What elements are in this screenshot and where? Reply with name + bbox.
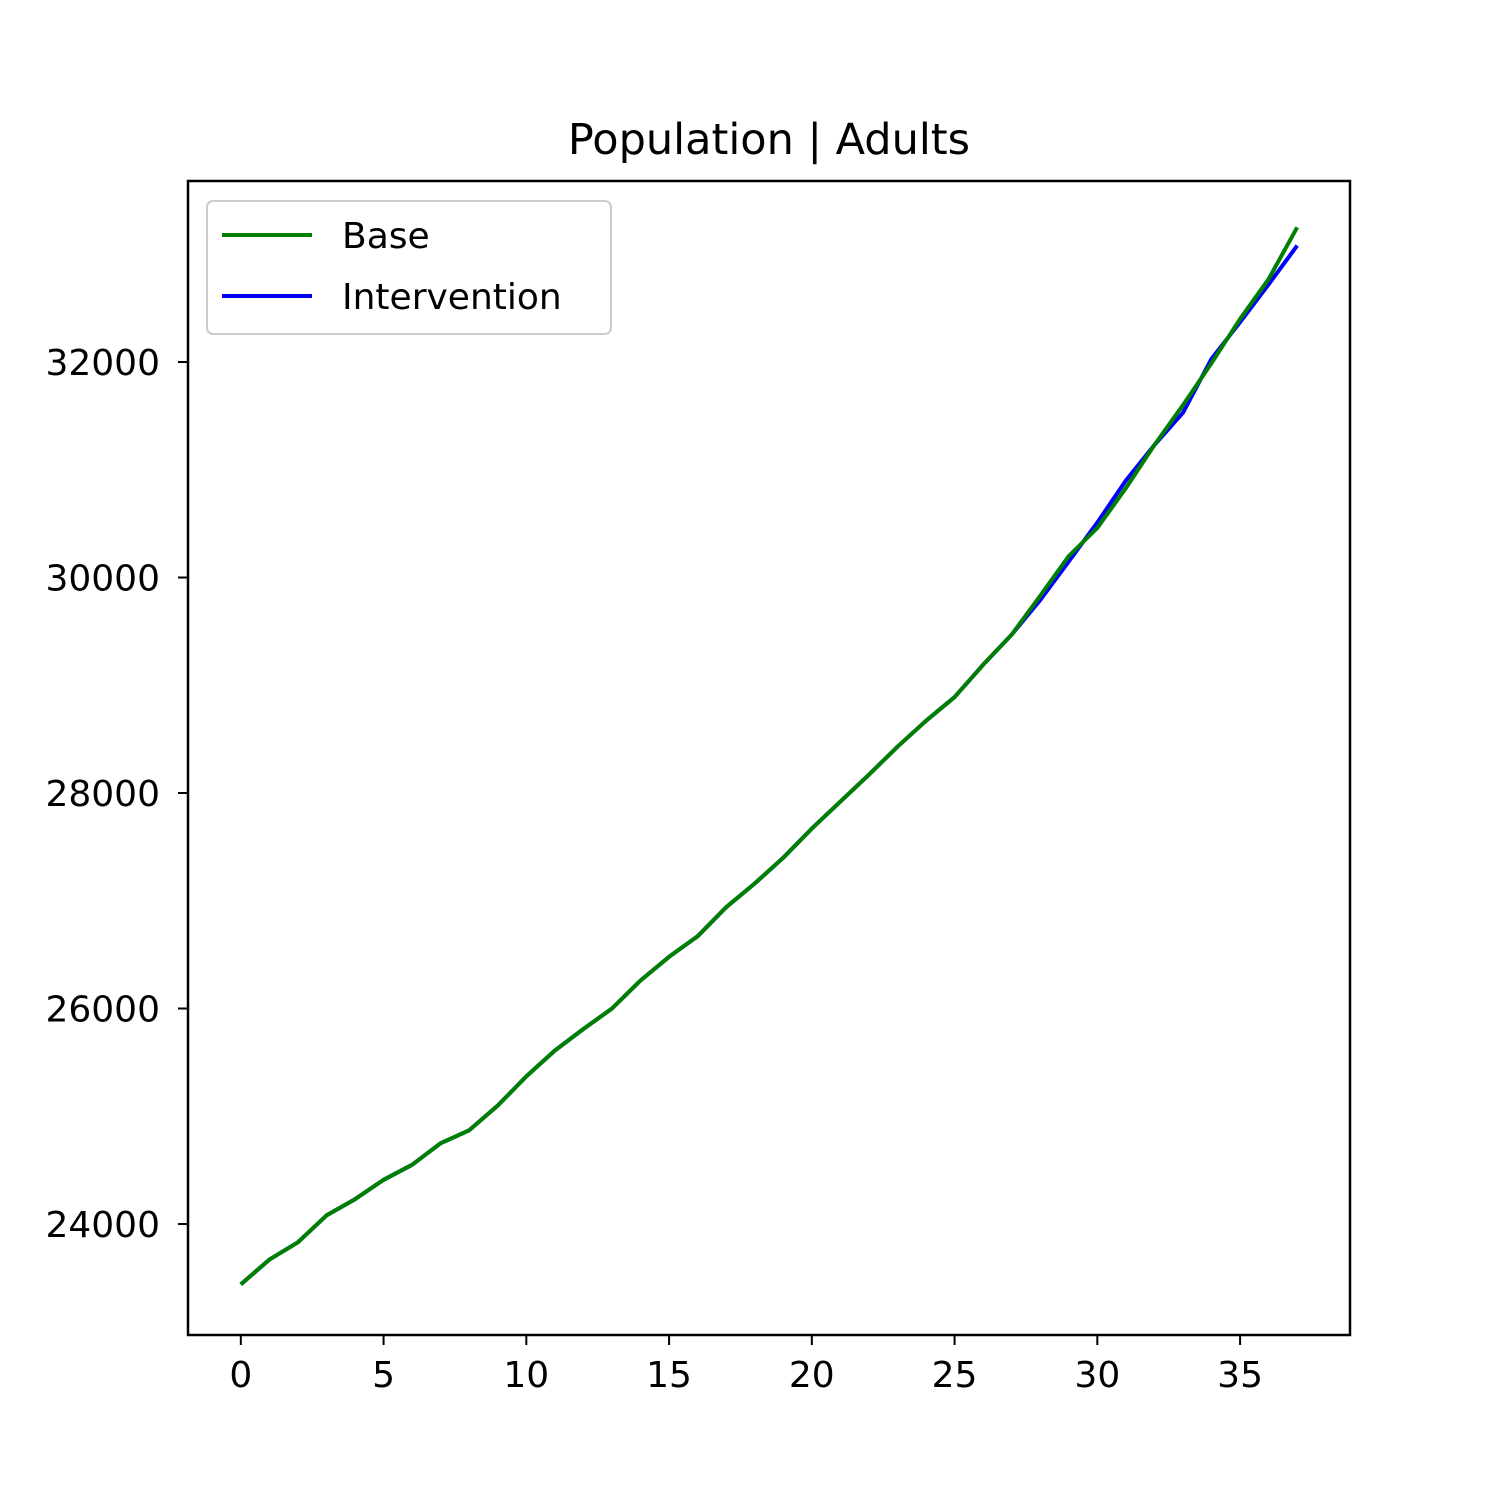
x-tick-label: 0 xyxy=(229,1355,252,1396)
series-layer xyxy=(239,226,1299,1286)
series-line-base xyxy=(239,226,1299,1286)
x-tick-label: 25 xyxy=(932,1355,978,1396)
x-tick-label: 10 xyxy=(503,1355,549,1396)
legend-label-intervention: Intervention xyxy=(342,277,562,318)
y-tick-label: 28000 xyxy=(45,774,160,815)
y-tick-label: 30000 xyxy=(45,559,160,600)
x-tick-label: 30 xyxy=(1074,1355,1120,1396)
x-tick-label: 35 xyxy=(1217,1355,1263,1396)
plot-background xyxy=(188,181,1350,1335)
x-tick-label: 5 xyxy=(372,1355,395,1396)
legend: Base Intervention xyxy=(206,200,612,335)
chart-title: Population | Adults xyxy=(568,115,970,165)
x-tick-label: 15 xyxy=(646,1355,692,1396)
y-tick-label: 32000 xyxy=(45,343,160,384)
x-axis: 0 5 10 15 20 25 30 35 xyxy=(229,1335,1263,1396)
plot-frame xyxy=(186,179,1352,1337)
plot-area xyxy=(188,181,1350,1335)
y-tick-label: 26000 xyxy=(45,990,160,1031)
x-tick-label: 20 xyxy=(789,1355,835,1396)
y-axis: 24000 26000 28000 30000 32000 xyxy=(45,343,188,1246)
legend-label-base: Base xyxy=(342,216,430,257)
y-tick-label: 24000 xyxy=(45,1205,160,1246)
